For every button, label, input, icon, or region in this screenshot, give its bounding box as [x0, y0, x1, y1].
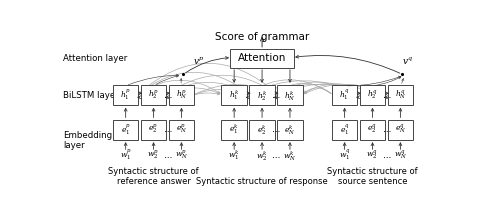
- FancyArrowPatch shape: [276, 84, 386, 94]
- Text: Syntactic structure of
reference answer: Syntactic structure of reference answer: [108, 167, 199, 186]
- FancyArrowPatch shape: [248, 81, 359, 94]
- Text: BiLSTM layer: BiLSTM layer: [64, 91, 119, 100]
- Text: $e_1^{q}$: $e_1^{q}$: [340, 123, 349, 137]
- Text: $w_{N}^{q}$: $w_{N}^{q}$: [394, 149, 407, 162]
- FancyBboxPatch shape: [222, 85, 247, 105]
- FancyBboxPatch shape: [113, 120, 138, 140]
- FancyBboxPatch shape: [360, 85, 386, 105]
- FancyArrowPatch shape: [249, 84, 386, 95]
- Text: $\cdots$: $\cdots$: [272, 91, 280, 100]
- Text: $w_2^{p}$: $w_2^{p}$: [148, 149, 160, 162]
- FancyBboxPatch shape: [230, 49, 294, 68]
- FancyArrowPatch shape: [139, 63, 276, 94]
- Text: $e_1^{p}$: $e_1^{p}$: [120, 123, 130, 137]
- Text: $w_1^{q}$: $w_1^{q}$: [338, 148, 350, 162]
- FancyBboxPatch shape: [168, 120, 194, 140]
- FancyBboxPatch shape: [168, 85, 194, 105]
- Text: $h_{N}^{k}$: $h_{N}^{k}$: [284, 89, 296, 102]
- Text: $w_{N}^{p}$: $w_{N}^{p}$: [175, 149, 188, 162]
- Text: $w_1^{k}$: $w_1^{k}$: [228, 148, 240, 162]
- FancyArrowPatch shape: [196, 93, 220, 95]
- Text: $\cdots$: $\cdots$: [272, 151, 280, 160]
- FancyBboxPatch shape: [388, 85, 413, 105]
- FancyArrowPatch shape: [139, 72, 248, 94]
- FancyBboxPatch shape: [277, 120, 302, 140]
- Text: $h_{N}^{p}$: $h_{N}^{p}$: [176, 89, 188, 102]
- Text: $h_1^{p}$: $h_1^{p}$: [120, 88, 131, 102]
- Text: $e_{N}^{k}$: $e_{N}^{k}$: [284, 123, 296, 136]
- FancyArrowPatch shape: [167, 75, 276, 94]
- FancyArrowPatch shape: [304, 84, 386, 94]
- FancyArrowPatch shape: [248, 80, 331, 94]
- Text: $\cdots$: $\cdots$: [272, 125, 280, 134]
- Text: $w_{N}^{k}$: $w_{N}^{k}$: [284, 149, 296, 162]
- Text: $e_2^{p}$: $e_2^{p}$: [148, 123, 158, 136]
- Text: $h_2^{q}$: $h_2^{q}$: [367, 89, 378, 102]
- FancyArrowPatch shape: [304, 88, 331, 94]
- FancyBboxPatch shape: [113, 85, 138, 105]
- Text: $e_{N}^{q}$: $e_{N}^{q}$: [394, 123, 406, 136]
- FancyBboxPatch shape: [388, 120, 413, 140]
- Text: $w_2^{k}$: $w_2^{k}$: [256, 149, 268, 162]
- Text: $h_2^{p}$: $h_2^{p}$: [148, 89, 159, 102]
- Text: $h_2^{k}$: $h_2^{k}$: [257, 89, 268, 102]
- Text: Attention: Attention: [238, 53, 286, 63]
- Text: $\cdots$: $\cdots$: [163, 151, 172, 160]
- Text: $\cdots$: $\cdots$: [382, 125, 391, 134]
- Text: $v^q$: $v^q$: [402, 55, 413, 66]
- FancyBboxPatch shape: [332, 120, 357, 140]
- FancyBboxPatch shape: [141, 85, 167, 105]
- Text: $e_{N}^{p}$: $e_{N}^{p}$: [176, 123, 187, 136]
- Text: Score of grammar: Score of grammar: [215, 32, 309, 42]
- Text: $e_2^{q}$: $e_2^{q}$: [368, 123, 378, 136]
- Text: $w_2^{q}$: $w_2^{q}$: [366, 149, 378, 162]
- FancyArrowPatch shape: [304, 85, 359, 94]
- FancyArrowPatch shape: [195, 84, 276, 94]
- FancyBboxPatch shape: [222, 120, 247, 140]
- FancyArrowPatch shape: [139, 80, 220, 94]
- Text: $\cdots$: $\cdots$: [382, 91, 391, 100]
- Text: $h_{N}^{q}$: $h_{N}^{q}$: [394, 89, 406, 102]
- Text: $\cdots$: $\cdots$: [382, 151, 391, 160]
- FancyBboxPatch shape: [250, 120, 275, 140]
- FancyArrowPatch shape: [276, 82, 359, 94]
- Text: $h_1^{q}$: $h_1^{q}$: [339, 88, 350, 102]
- FancyArrowPatch shape: [168, 88, 220, 94]
- Text: Attention layer: Attention layer: [64, 54, 128, 63]
- Text: Syntactic structure of
source sentence: Syntactic structure of source sentence: [327, 167, 418, 186]
- FancyBboxPatch shape: [332, 85, 357, 105]
- FancyArrowPatch shape: [167, 82, 248, 94]
- FancyBboxPatch shape: [277, 85, 302, 105]
- Text: $w_1^{p}$: $w_1^{p}$: [120, 148, 132, 162]
- FancyBboxPatch shape: [360, 120, 386, 140]
- FancyArrowPatch shape: [196, 89, 248, 94]
- FancyBboxPatch shape: [250, 85, 275, 105]
- FancyArrowPatch shape: [276, 83, 331, 94]
- Text: $e_2^{k}$: $e_2^{k}$: [257, 123, 267, 136]
- Text: Syntactic structure of response: Syntactic structure of response: [196, 177, 328, 186]
- Text: Embedding
layer: Embedding layer: [64, 131, 112, 150]
- Text: $h_1^{k}$: $h_1^{k}$: [229, 89, 239, 102]
- Text: $\cdots$: $\cdots$: [163, 91, 172, 100]
- Text: $e_1^{k}$: $e_1^{k}$: [230, 123, 239, 136]
- Text: $v^p$: $v^p$: [193, 55, 204, 66]
- Text: $\cdots$: $\cdots$: [163, 125, 172, 134]
- FancyBboxPatch shape: [141, 120, 167, 140]
